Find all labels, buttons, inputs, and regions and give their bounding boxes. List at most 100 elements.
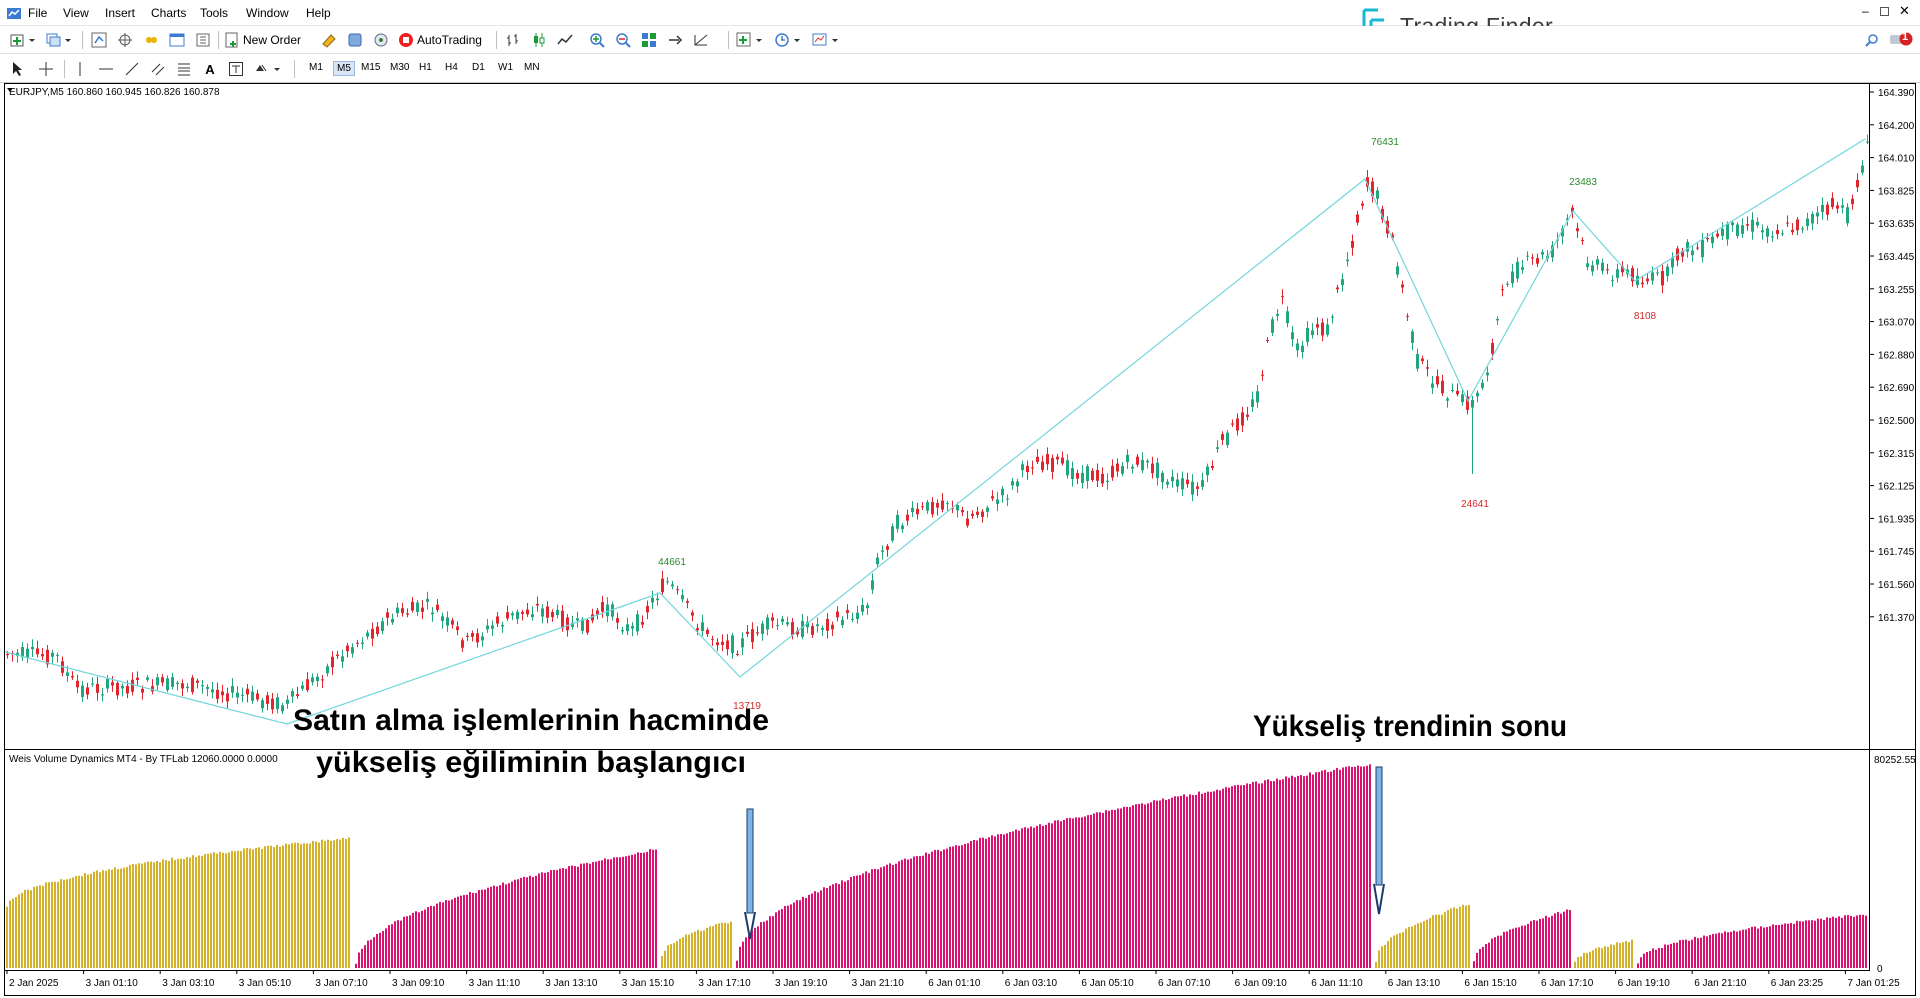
market-button[interactable] [344,30,366,50]
arrows-button[interactable] [252,59,286,79]
volume-bar-down [1515,927,1517,968]
volume-bar-down [406,916,408,968]
candle-bear [1246,414,1249,417]
strategy-tester-button[interactable] [192,30,214,50]
timeframe-m5[interactable]: M5 [333,61,355,76]
timeframe-w1[interactable]: W1 [498,62,513,73]
crosshair-tool-button[interactable] [36,59,56,79]
window-minimize-button[interactable]: – [1862,4,1869,18]
templates-button[interactable] [810,30,844,50]
periods-button[interactable] [772,30,806,50]
timeframe-m1[interactable]: M1 [309,62,323,73]
window-close-button[interactable]: ✕ [1899,3,1910,18]
price-tick-label: 162.880 [1878,350,1915,361]
volume-bar-down [370,939,372,968]
candle-bear [216,689,219,699]
signals-button[interactable] [370,30,392,50]
notifications-button[interactable]: 1 [1888,30,1914,50]
volume-bar-up [1577,957,1579,968]
volume-bar-up [1429,918,1431,968]
volume-bar-up [1441,914,1443,968]
volume-bar-down [421,910,423,968]
candle-bear [1536,258,1539,264]
chart-shift-button[interactable] [664,30,686,50]
volume-bar-down [1566,909,1568,968]
volume-bar-down [544,872,546,968]
profiles-button[interactable] [44,30,76,50]
indicators-button[interactable] [734,30,768,50]
volume-bar-down [649,849,651,968]
volume-bar-down [865,871,867,968]
time-tick-label: 6 Jan 15:10 [1464,978,1517,989]
timeframe-h4[interactable]: H4 [445,62,458,73]
cursor-tool-button[interactable] [8,59,28,79]
volume-bar-down [1366,765,1368,968]
menu-help[interactable]: Help [306,6,331,20]
menu-window[interactable]: Window [246,6,289,20]
volume-bar-down [1551,915,1553,968]
candle-bull [806,621,809,628]
volume-bar-down [1336,767,1338,968]
volume-bar-down [1156,800,1158,968]
candle-bull [821,627,824,630]
horizontal-line-button[interactable] [96,59,116,79]
menu-view[interactable]: View [63,6,89,20]
candle-bear [1026,465,1029,473]
menu-tools[interactable]: Tools [200,6,229,20]
candle-bull [636,614,639,632]
volume-bar-down [613,857,615,968]
menu-insert[interactable]: Insert [105,6,136,20]
new-order-button[interactable]: New Order [224,30,314,50]
candle-bear [476,633,479,643]
candle-bull [486,625,489,630]
terminal-button[interactable] [166,30,188,50]
timeframe-m30[interactable]: M30 [390,62,410,73]
volume-bar-up [159,862,161,968]
tile-windows-button[interactable] [638,30,660,50]
candle-bear [456,626,459,631]
timeframe-h1[interactable]: H1 [419,62,432,73]
volume-bar-up [712,926,714,968]
volume-bar-down [1129,807,1131,968]
zoom-in-button[interactable] [586,30,608,50]
auto-scroll-button[interactable] [690,30,712,50]
volume-bar-down [1084,816,1086,968]
autotrading-button[interactable]: AutoTrading [398,30,490,50]
timeframe-d1[interactable]: D1 [472,62,485,73]
candle-bear [941,500,944,510]
bar-chart-button[interactable] [502,30,524,50]
volume-bar-down [1754,926,1756,968]
price-tick-label: 161.370 [1878,613,1915,624]
trendline-button[interactable] [122,59,142,79]
new-chart-button[interactable] [8,30,40,50]
candle-bear [1696,247,1699,249]
market-watch-button[interactable] [88,30,110,50]
search-button[interactable] [1862,30,1882,50]
data-window-button[interactable] [140,30,162,50]
volume-bar-down [1727,932,1729,968]
metaeditor-button[interactable] [318,30,340,50]
fibonacci-button[interactable] [174,59,194,79]
candle-bull [881,550,884,552]
window-restore-button[interactable] [1880,7,1889,16]
volume-bar-down [1733,930,1735,968]
vertical-line-button[interactable] [70,59,90,79]
menu-charts[interactable]: Charts [151,6,187,20]
volume-bar-down [1748,928,1750,968]
navigator-button[interactable] [114,30,136,50]
volume-bar-up [252,849,254,968]
timeframe-mn[interactable]: MN [524,62,540,73]
line-chart-button[interactable] [554,30,576,50]
channel-button[interactable] [148,59,168,79]
zoom-out-button[interactable] [612,30,634,50]
candle-bull [1216,447,1219,449]
text-tool-button[interactable]: A [200,59,220,79]
timeframe-m15[interactable]: M15 [361,62,381,73]
volume-bar-down [1369,764,1371,968]
volume-bar-down [772,916,774,968]
text-label-button[interactable] [226,59,246,79]
candlestick-button[interactable] [528,30,550,50]
menu-file[interactable]: File [28,6,48,20]
candle-bull [511,613,514,616]
